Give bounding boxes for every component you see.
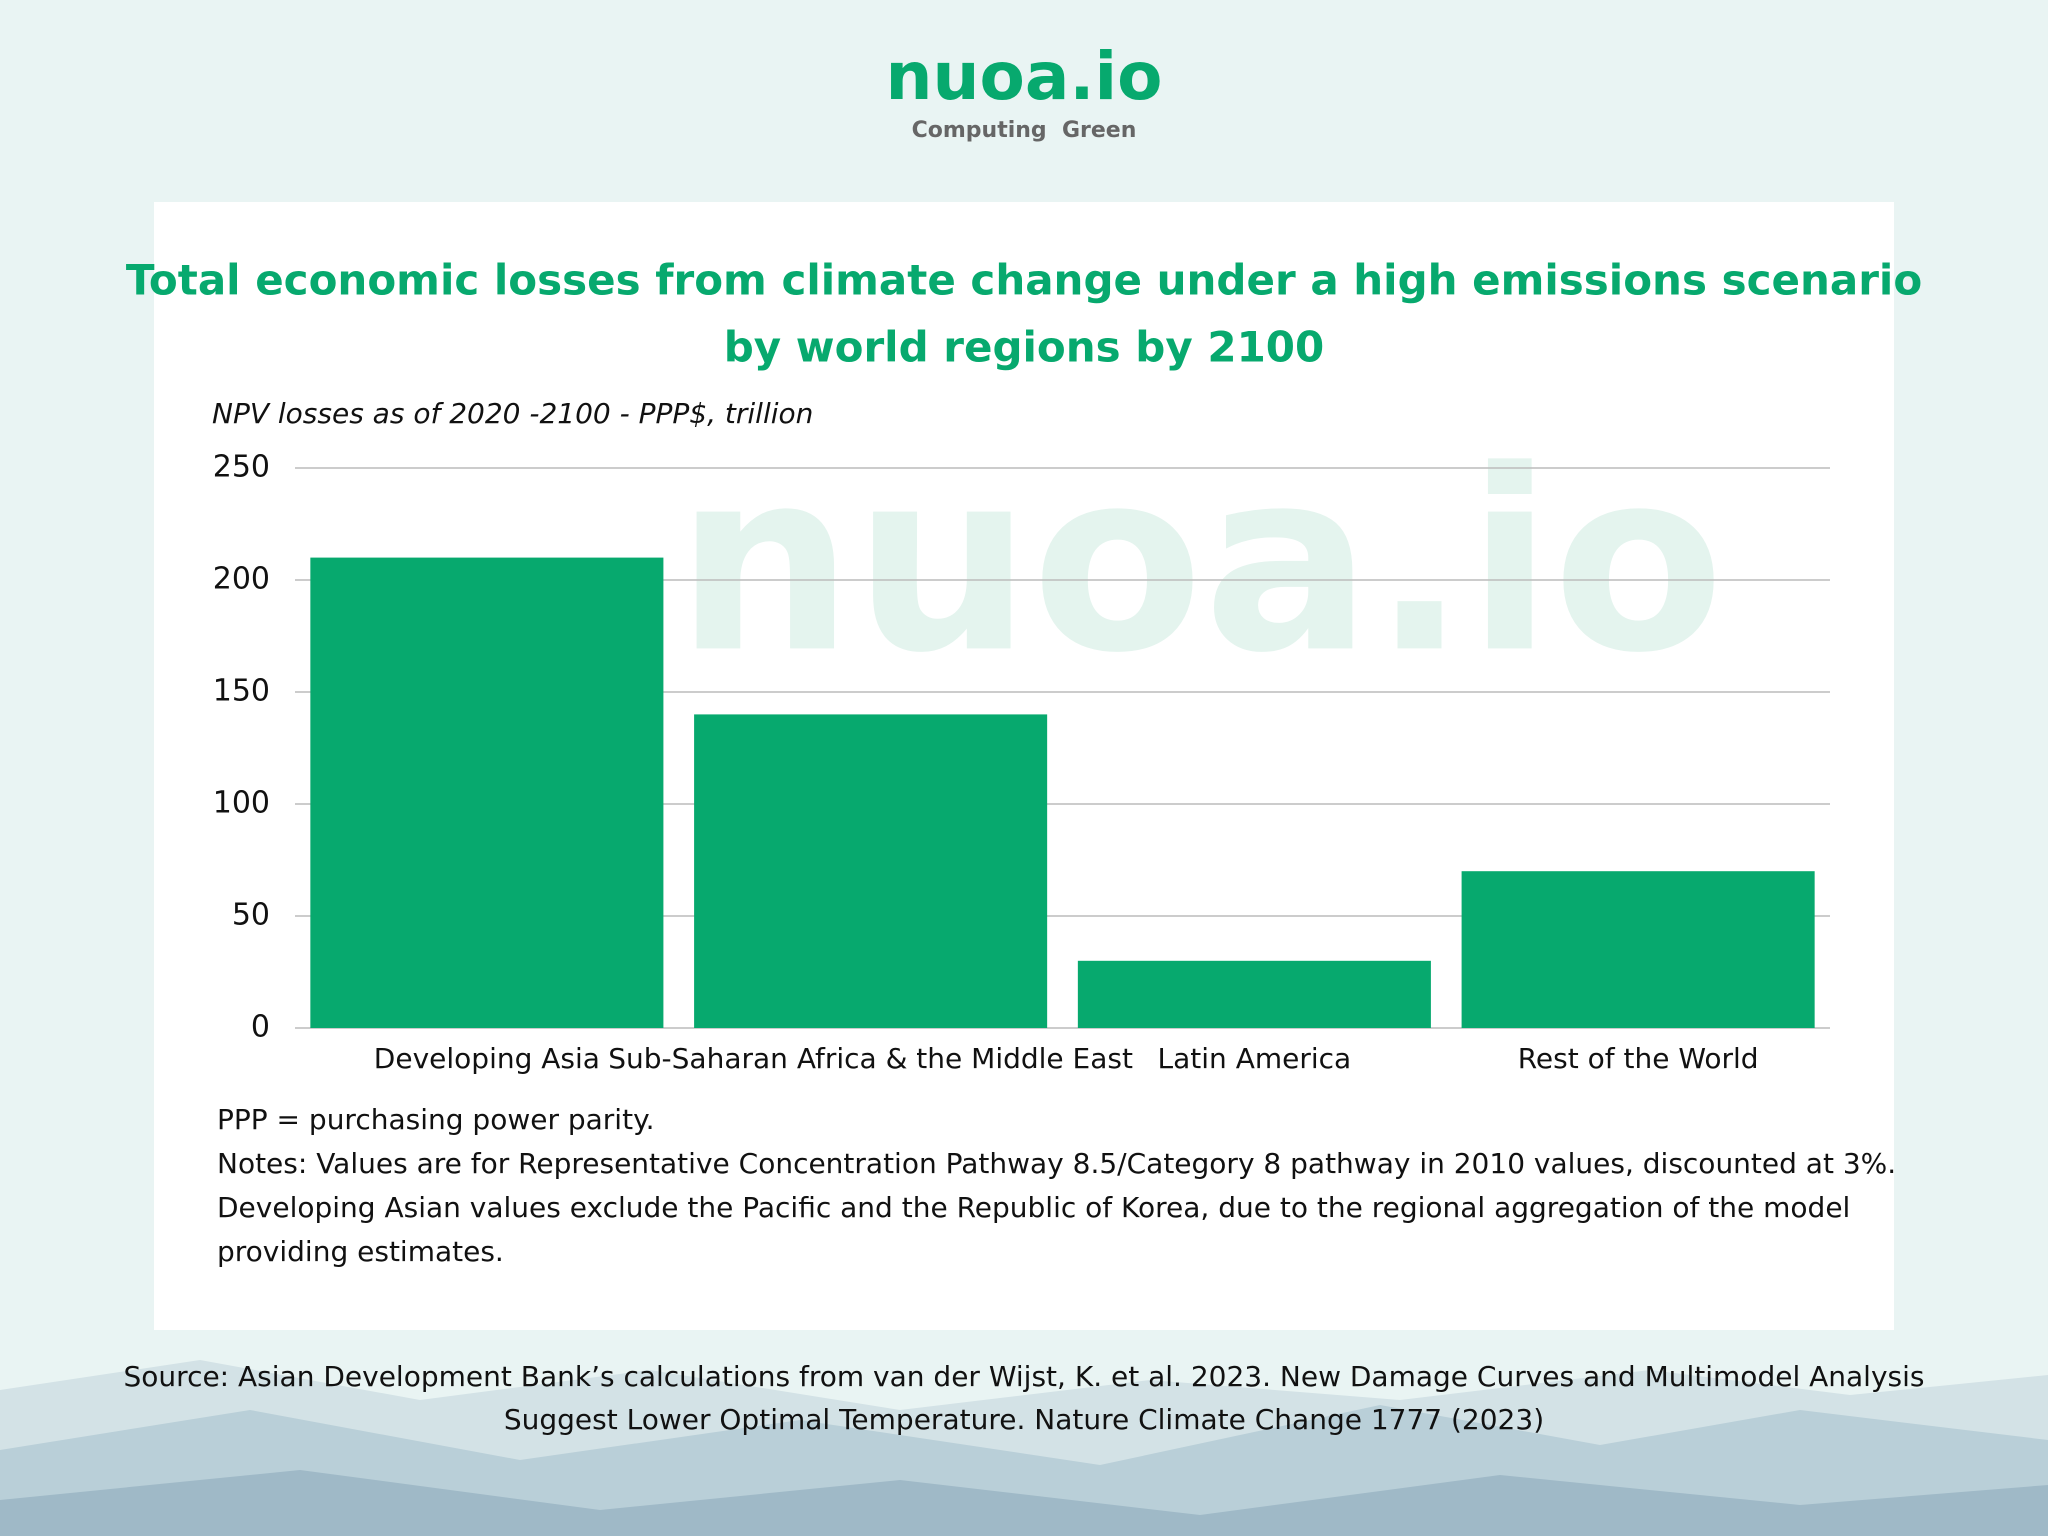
mountains — [0, 1360, 2048, 1536]
chart-title: Total economic losses from climate chang… — [126, 256, 1922, 305]
y-axis-label: NPV losses as of 2020 -2100 - PPP$, tril… — [212, 397, 813, 430]
notes: PPP = purchasing power parity. Notes: Val… — [124, 1103, 1925, 1436]
source: Suggest Lower Optimal Temperature. Natur… — [504, 1403, 1544, 1436]
y-tick-label: 200 — [213, 562, 270, 597]
plot: 0 50 100 150 200 250 Developing Asia Sub-Sahara… — [213, 450, 1830, 1075]
bar — [694, 714, 1048, 1028]
note: PPP = purchasing power parity. — [217, 1103, 655, 1136]
x-tick-label: Sub-Saharan Africa & the Middle East — [608, 1042, 1133, 1075]
note: Notes: Values are for Representative Con… — [217, 1147, 1896, 1180]
x-tick-label: Rest of the World — [1518, 1042, 1759, 1075]
bar — [1461, 871, 1815, 1028]
source: Source: Asian Development Bank’s calcula… — [124, 1360, 1925, 1393]
y-tick-label: 0 — [251, 1010, 270, 1045]
logo: nuoa.io — [886, 38, 1163, 115]
bar — [310, 557, 664, 1028]
x-tick-label: Developing Asia — [374, 1042, 600, 1075]
chart-title: by world regions by 2100 — [724, 323, 1325, 372]
note: providing estimates. — [217, 1235, 504, 1268]
x-tick-label: Latin America — [1158, 1042, 1352, 1075]
y-tick-label: 150 — [213, 674, 270, 709]
y-tick-label: 100 — [213, 786, 270, 821]
bar — [1077, 960, 1431, 1028]
y-tick-label: 50 — [232, 898, 270, 933]
tagline: Computing Green — [912, 118, 1137, 143]
note: Developing Asian values exclude the Paci… — [217, 1191, 1850, 1224]
watermark: nuoa.io — [676, 416, 1725, 707]
y-tick-label: 250 — [213, 450, 270, 485]
